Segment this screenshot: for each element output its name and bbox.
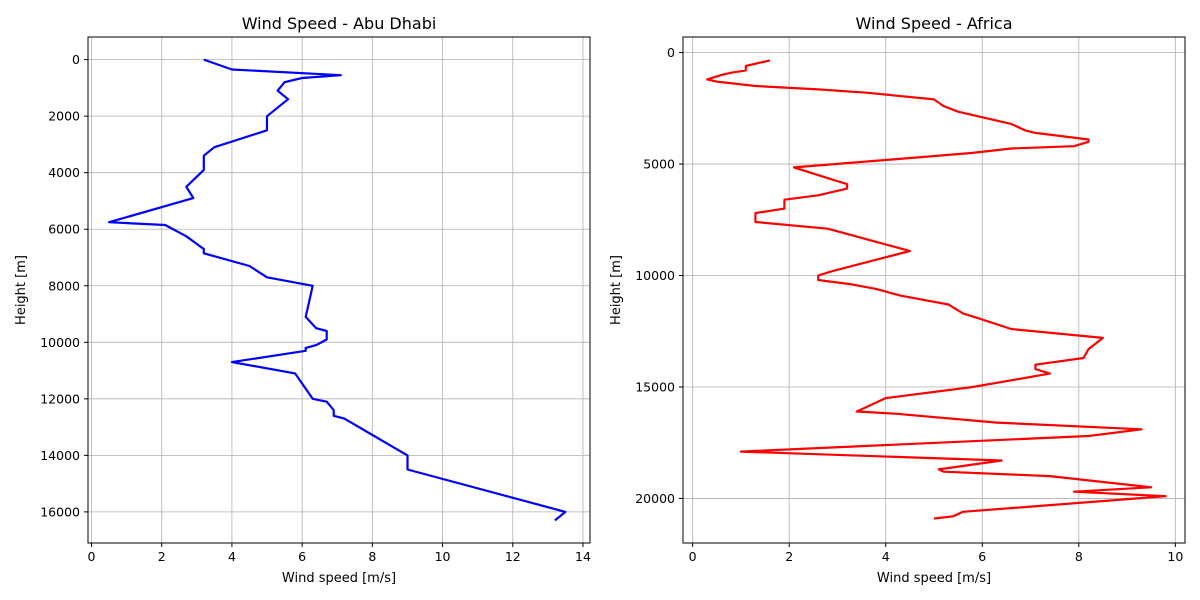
series-line (107, 58, 567, 522)
y-tick-label: 15000 (635, 379, 675, 394)
x-tick-label: 8 (368, 549, 376, 564)
x-tick-label: 0 (88, 549, 96, 564)
y-tick-label: 2000 (48, 109, 80, 124)
x-tick-label: 12 (505, 549, 521, 564)
x-axis-label: Wind speed [m/s] (282, 571, 396, 586)
chart-title: Wind Speed - Africa (855, 14, 1012, 33)
y-tick-label: 4000 (48, 165, 80, 180)
x-tick-label: 2 (785, 549, 793, 564)
y-axis-label: Height [m] (609, 255, 624, 325)
y-tick-label: 0 (667, 45, 675, 60)
y-tick-label: 14000 (40, 448, 80, 463)
y-tick-label: 12000 (40, 391, 80, 406)
x-tick-label: 2 (158, 549, 166, 564)
x-tick-label: 0 (689, 549, 697, 564)
x-tick-label: 6 (978, 549, 986, 564)
y-axis-label: Height [m] (14, 255, 29, 325)
x-tick-label: 6 (298, 549, 306, 564)
chart-title: Wind Speed - Abu Dhabi (242, 14, 437, 33)
x-tick-label: 4 (228, 549, 236, 564)
x-tick-label: 10 (435, 549, 451, 564)
africa-chart: Wind Speed - Africa Wind speed [m/s] Hei… (609, 14, 1186, 586)
x-tick-label: 4 (882, 549, 890, 564)
series-line (705, 59, 1167, 520)
y-tick-label: 6000 (48, 222, 80, 237)
y-tick-label: 16000 (40, 504, 80, 519)
x-axis-label: Wind speed [m/s] (877, 571, 991, 586)
y-tick-label: 10000 (635, 268, 675, 283)
y-tick-label: 8000 (48, 278, 80, 293)
x-tick-label: 8 (1075, 549, 1083, 564)
abu-dhabi-chart: Wind Speed - Abu Dhabi Wind speed [m/s] … (14, 14, 591, 586)
x-tick-label: 14 (575, 549, 591, 564)
y-tick-label: 5000 (643, 157, 675, 172)
plot-frame (87, 36, 591, 544)
plot-frame (682, 36, 1186, 544)
y-tick-label: 0 (72, 52, 80, 67)
y-tick-label: 20000 (635, 491, 675, 506)
x-tick-label: 10 (1167, 549, 1183, 564)
y-tick-label: 10000 (40, 335, 80, 350)
